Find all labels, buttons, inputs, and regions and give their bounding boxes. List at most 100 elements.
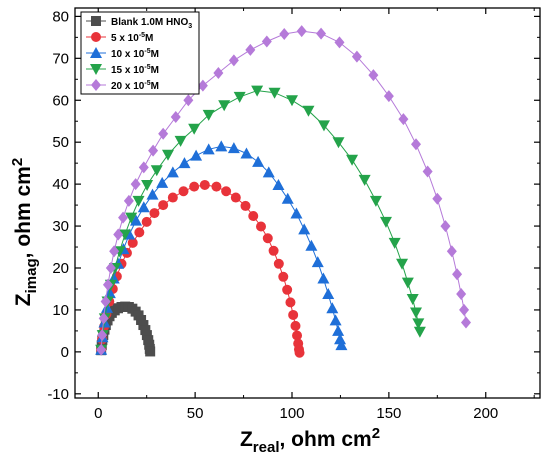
data-point [197,79,208,92]
data-point [141,330,152,341]
data-point [305,239,318,251]
legend-marker [91,79,101,91]
data-point [332,137,345,149]
data-point [268,87,281,99]
y-tick-label: 20 [52,260,69,277]
data-point [127,237,138,248]
data-point [278,271,289,282]
data-point [166,166,179,178]
data-point [334,36,345,49]
plot-border [74,7,541,399]
data-point [302,105,315,117]
data-point [190,149,203,161]
data-point [137,201,150,213]
data-point [268,245,279,256]
data-point [134,227,145,238]
y-axis-label: Zimag, ohm cm2 [9,158,40,306]
data-point [199,179,210,190]
data-point [288,309,299,320]
data-point [118,229,131,241]
data-point [228,54,239,67]
legend-item-1: Blank 1.0M HNO3 [86,16,192,30]
x-tick-label: 200 [473,405,498,422]
data-point [130,178,141,191]
legend-marker [90,64,102,75]
data-point [388,237,401,249]
data-point [262,233,273,244]
data-point [158,127,169,140]
x-tick-label: 150 [376,405,401,422]
data-point [294,347,305,358]
data-point [125,212,138,224]
data-point [146,188,159,200]
data-point [282,284,293,295]
data-point [322,288,335,299]
data-point [456,288,467,300]
data-point [141,216,152,227]
data-point [227,142,240,154]
data-point [158,200,169,211]
data-point [272,178,285,190]
data-point [251,85,264,97]
x-tick-label: 50 [187,405,204,422]
data-point [162,149,174,161]
data-point [379,216,392,228]
data-point [149,208,160,219]
y-tick-label: 10 [52,302,69,319]
x-tick-label: 0 [94,405,102,422]
x-tick-label: 100 [279,405,304,422]
axis-ticks: 0 50 100 150 200 -10 0 10 20 30 40 50 60 70 80 [47,8,540,422]
legend: Blank 1.0M HNO3 5 x 10-5M 10 x 10-5M 15 x 1… [80,11,200,95]
data-point [248,211,259,221]
data-point [188,123,201,135]
x-axis-label: Zreal, ohm cm2 [240,425,380,456]
data-point [262,166,275,178]
data-point [100,295,111,308]
y-tick-label: 30 [52,218,69,235]
data-point [317,272,330,284]
data-point [290,320,301,331]
data-point [317,120,330,132]
y-tick-label: 40 [52,176,69,193]
series-layer [95,25,471,358]
data-point [150,165,163,177]
data-point [406,294,419,306]
data-point [178,186,189,197]
data-point [123,194,134,207]
data-point [102,278,113,291]
data-point [460,316,471,329]
data-point [252,155,265,167]
y-tick-label: 80 [52,8,69,25]
data-point [290,207,303,219]
data-point [105,262,116,274]
data-point [412,318,425,330]
data-point [148,144,159,157]
y-tick-label: 60 [52,92,69,109]
data-point [298,223,311,235]
data-point [170,111,181,124]
data-point [398,113,409,126]
y-tick-label: 0 [61,344,69,361]
data-point [396,258,409,270]
data-point [211,181,222,192]
data-point [369,195,382,207]
data-point [138,161,149,174]
data-point [256,221,266,232]
data-point [213,67,224,79]
data-point [285,297,296,308]
data-point [329,314,342,326]
data-point [311,256,324,268]
legend-label: 10 x 10-5M [111,48,159,60]
legend-label: 15 x 10-5M [111,64,159,76]
data-point [410,307,422,319]
data-point [113,228,124,241]
data-point [413,326,426,338]
data-point [183,94,194,107]
legend-marker [91,32,101,42]
data-point [178,157,191,169]
data-point [240,200,251,211]
data-point [96,343,107,356]
data-point [98,312,109,325]
data-point [130,214,143,226]
data-point [167,192,178,203]
